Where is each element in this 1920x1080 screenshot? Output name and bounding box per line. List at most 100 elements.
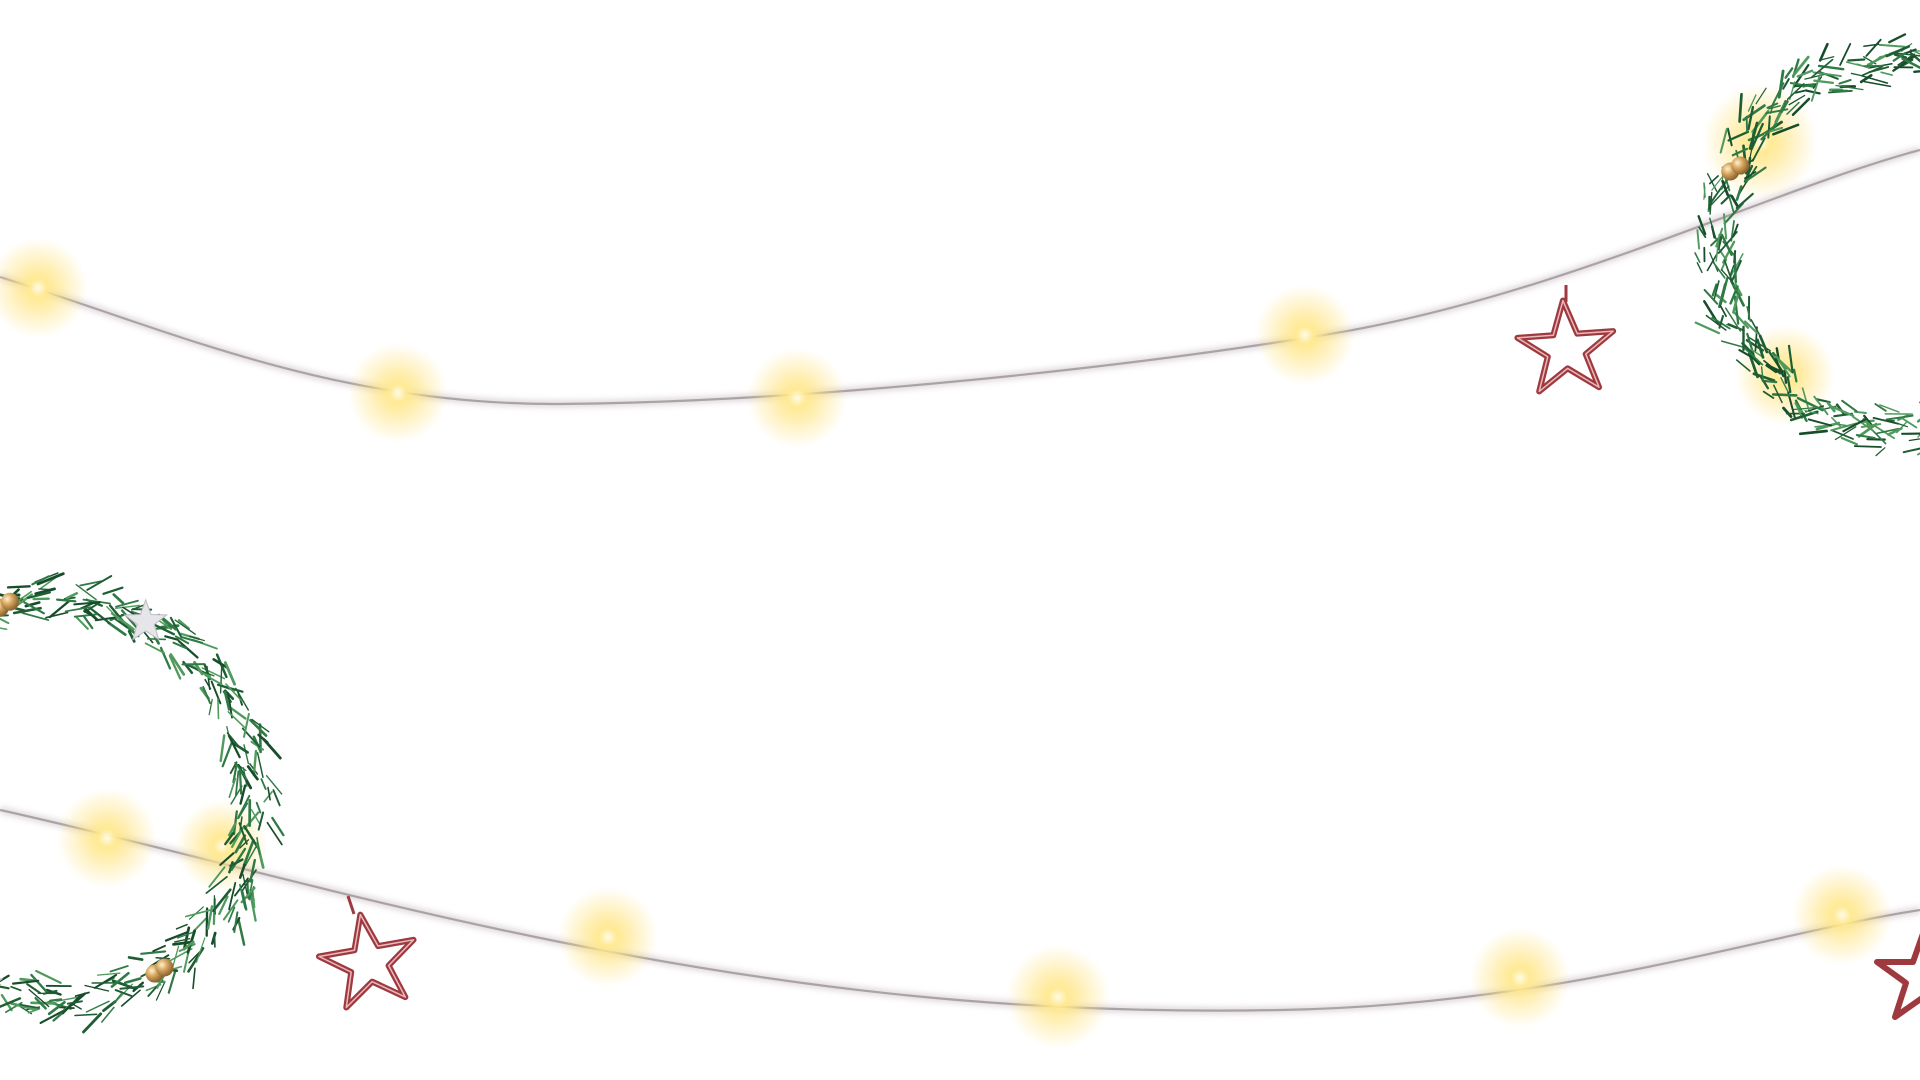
pine-needle bbox=[1792, 55, 1810, 77]
pine-needle bbox=[241, 891, 248, 911]
pine-needle bbox=[1696, 229, 1701, 250]
pine-needle bbox=[1694, 252, 1701, 264]
pine-needle bbox=[73, 613, 98, 618]
pine-needle bbox=[222, 899, 239, 921]
pine-needle bbox=[208, 866, 226, 888]
pine-needle bbox=[1777, 69, 1785, 99]
pine-needle bbox=[1855, 434, 1876, 439]
pine-needle bbox=[1743, 164, 1754, 183]
pine-needle bbox=[1761, 379, 1778, 384]
pine-needle bbox=[147, 637, 167, 641]
pine-needle bbox=[16, 590, 33, 603]
pine-needle bbox=[256, 752, 264, 779]
pine-needle bbox=[238, 822, 248, 845]
pine-needle bbox=[1735, 359, 1751, 372]
pine-needle bbox=[1892, 52, 1907, 62]
pine-needle bbox=[155, 956, 171, 960]
pine-needle bbox=[1796, 396, 1824, 412]
pine-needle bbox=[1694, 321, 1721, 335]
pine-needle bbox=[1856, 63, 1870, 69]
pine-needle bbox=[208, 698, 213, 716]
pine-needle bbox=[1744, 347, 1764, 366]
pine-needle bbox=[234, 877, 249, 897]
pine-needle bbox=[1769, 126, 1784, 133]
pine-needle bbox=[1782, 78, 1790, 90]
pine-needle bbox=[237, 918, 246, 946]
pine-needle bbox=[1842, 418, 1867, 433]
pine-needle bbox=[1709, 217, 1718, 241]
pine-needle bbox=[1746, 305, 1752, 322]
fairy-light-icon bbox=[57, 788, 157, 888]
pine-needle bbox=[227, 906, 236, 923]
pine-needle bbox=[1841, 399, 1858, 413]
pine-needle bbox=[1850, 72, 1865, 77]
pine-needle bbox=[1863, 414, 1873, 426]
pine-needle bbox=[1878, 43, 1906, 48]
pine-needle bbox=[34, 997, 47, 1010]
pine-needle bbox=[82, 1012, 103, 1034]
pine-needle bbox=[1901, 57, 1920, 70]
pine-needle bbox=[244, 846, 257, 867]
pine-needle bbox=[271, 816, 285, 837]
pine-needle bbox=[0, 617, 10, 625]
pine-needle bbox=[157, 619, 173, 630]
pine-needle bbox=[1830, 422, 1858, 432]
pine-needle bbox=[107, 621, 127, 636]
pine-needle bbox=[0, 627, 8, 630]
pine-needle bbox=[1719, 128, 1728, 154]
pine-needle bbox=[175, 923, 188, 930]
pine-needle bbox=[1765, 108, 1789, 115]
pine-needle bbox=[86, 575, 113, 591]
pine-needle bbox=[1859, 74, 1873, 84]
pine-needle bbox=[1762, 390, 1775, 399]
pine-needle bbox=[0, 974, 10, 983]
pine-needle bbox=[228, 822, 237, 837]
pine-needle bbox=[1793, 407, 1815, 411]
pine-needle bbox=[101, 1006, 115, 1023]
pine-needle bbox=[1732, 286, 1741, 297]
pine-needle bbox=[238, 769, 243, 795]
pine-needle bbox=[114, 604, 141, 609]
pine-needle bbox=[263, 791, 273, 803]
pine-needle bbox=[1724, 307, 1742, 332]
pine-needle bbox=[1731, 259, 1742, 281]
pine-needle bbox=[49, 998, 63, 1002]
pine-needle bbox=[159, 615, 178, 631]
pine-needle bbox=[1908, 438, 1920, 442]
pine-needle bbox=[230, 847, 247, 872]
pine-needle bbox=[1744, 166, 1767, 183]
pine-needle bbox=[26, 591, 52, 600]
pine-needle bbox=[238, 863, 246, 879]
pine-needle bbox=[1712, 262, 1726, 279]
pine-needle bbox=[1831, 416, 1842, 428]
pine-needle bbox=[112, 593, 125, 605]
pine-needle bbox=[1756, 338, 1765, 359]
pine-needle bbox=[205, 875, 228, 894]
pine-needle bbox=[27, 1007, 41, 1014]
pine-needle bbox=[1715, 293, 1727, 304]
pine-needle bbox=[176, 931, 195, 939]
star-ornament-icon bbox=[315, 895, 417, 1011]
pine-needle bbox=[1718, 314, 1725, 329]
pine-needle bbox=[1804, 73, 1828, 80]
pine-needle bbox=[1723, 213, 1728, 240]
pine-needle bbox=[1719, 304, 1727, 317]
pine-needle bbox=[206, 905, 214, 930]
pine-needle bbox=[1710, 237, 1720, 247]
pine-needle bbox=[0, 997, 22, 1009]
pine-needle bbox=[257, 811, 265, 831]
pine-needle bbox=[232, 742, 249, 754]
pine-needle bbox=[48, 600, 71, 619]
pine-needle bbox=[64, 606, 92, 613]
pine-needle bbox=[231, 826, 244, 849]
fairy-light-icon bbox=[1702, 84, 1818, 200]
pine-needle bbox=[164, 931, 189, 942]
pine-needle bbox=[1881, 419, 1895, 422]
pine-needle bbox=[0, 985, 10, 990]
fairy-light-icon bbox=[747, 348, 847, 448]
fairy-light-icon bbox=[176, 800, 268, 892]
pine-needle bbox=[74, 1013, 98, 1017]
pine-needle bbox=[1747, 94, 1757, 112]
pine-needle bbox=[1786, 83, 1805, 100]
